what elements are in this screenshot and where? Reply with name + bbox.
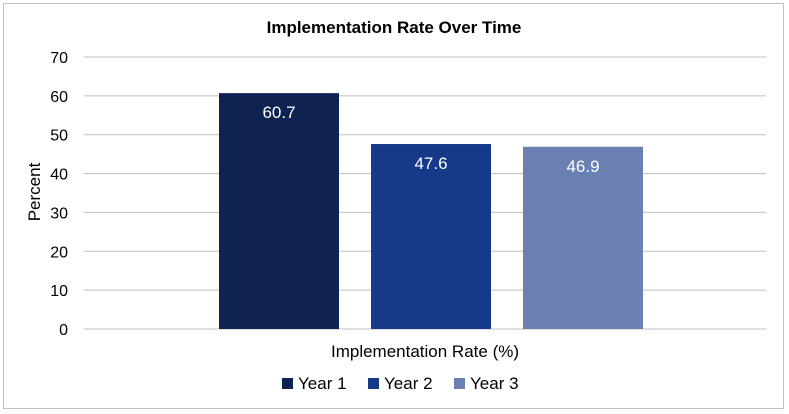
- y-tick-label: 60: [50, 89, 68, 106]
- legend-label: Year 1: [298, 374, 347, 393]
- legend: Year 1 Year 2 Year 3: [282, 374, 519, 393]
- y-tick-label: 70: [50, 50, 68, 67]
- y-axis-label: Percent: [25, 162, 44, 221]
- y-tick-label: 40: [50, 167, 68, 184]
- bar-year-3: [523, 146, 643, 329]
- bar-year-2: [371, 144, 491, 329]
- bars: [219, 93, 643, 329]
- data-labels: 60.7 47.6 46.9: [262, 103, 599, 176]
- legend-label: Year 3: [470, 374, 519, 393]
- x-axis-label: Implementation Rate (%): [331, 342, 519, 361]
- data-label: 46.9: [566, 157, 599, 176]
- legend-swatch: [368, 378, 379, 389]
- chart-title: Implementation Rate Over Time: [267, 18, 522, 37]
- legend-label: Year 2: [384, 374, 433, 393]
- data-label: 60.7: [262, 103, 295, 122]
- y-tick-label: 10: [50, 283, 68, 300]
- bar-year-1: [219, 93, 339, 329]
- y-tick-label: 30: [50, 205, 68, 222]
- data-label: 47.6: [414, 154, 447, 173]
- y-tick-label: 0: [59, 322, 68, 339]
- y-axis-ticks: 0 10 20 30 40 50 60 70: [50, 50, 68, 339]
- legend-swatch: [282, 378, 293, 389]
- y-tick-label: 50: [50, 128, 68, 145]
- legend-swatch: [454, 378, 465, 389]
- y-tick-label: 20: [50, 244, 68, 261]
